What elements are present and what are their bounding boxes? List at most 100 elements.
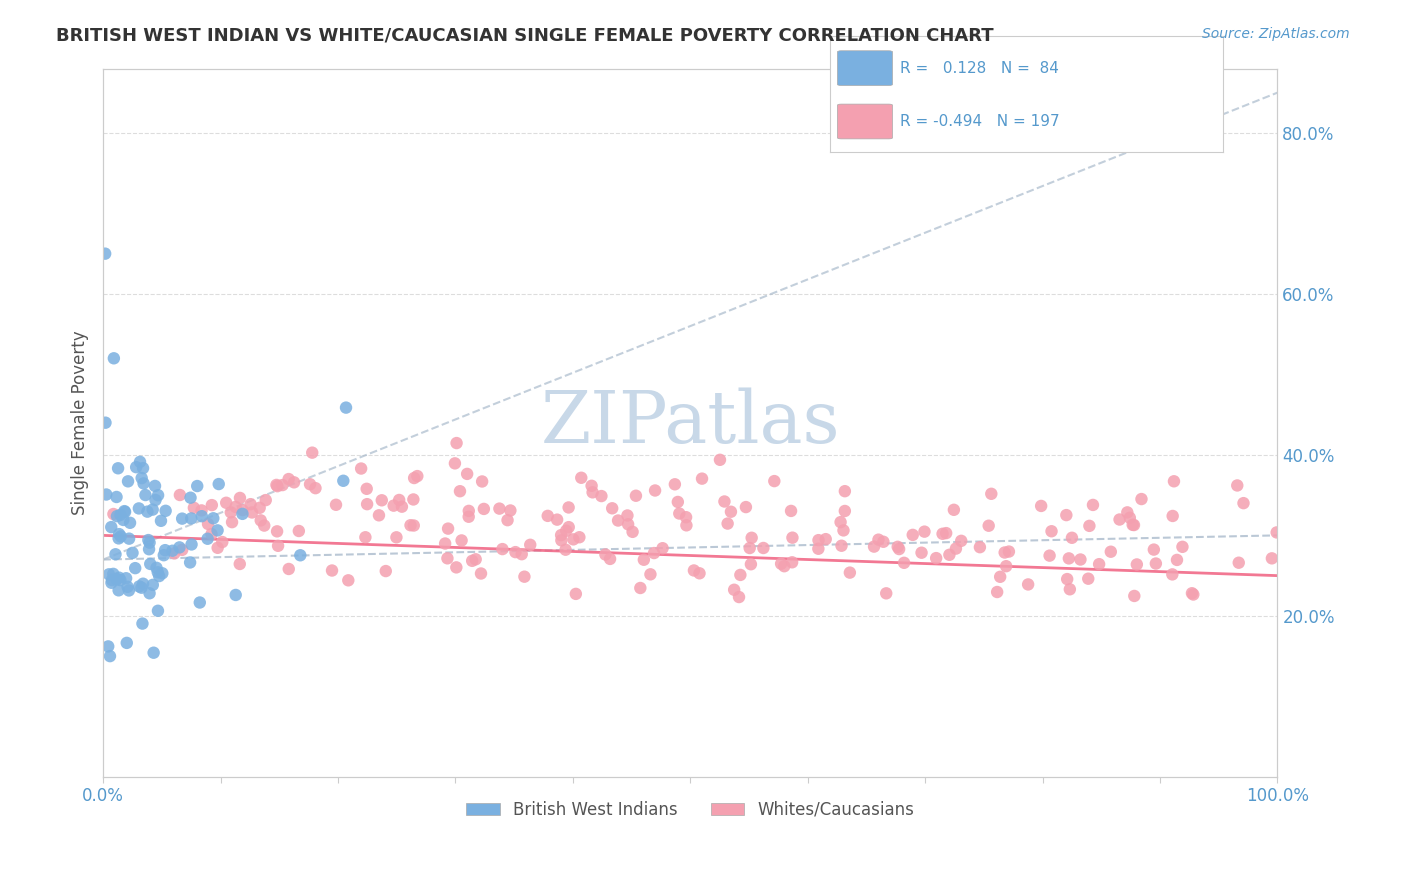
Point [211, 535, 233, 549]
Point [780, 504, 803, 518]
Point [436, 551, 458, 566]
Point [628, 581, 651, 595]
Point [143, 479, 166, 493]
Point [266, 524, 288, 539]
Point [863, 540, 886, 554]
Text: BRITISH WEST INDIAN VS WHITE/CAUCASIAN SINGLE FEMALE POVERTY CORRELATION CHART: BRITISH WEST INDIAN VS WHITE/CAUCASIAN S… [56, 27, 994, 45]
Point [225, 588, 247, 602]
Point [591, 489, 613, 503]
Point [290, 549, 312, 563]
Point [457, 509, 479, 524]
Point [215, 496, 238, 510]
Point [449, 484, 471, 499]
Point [108, 571, 131, 585]
Point [186, 479, 208, 493]
Point [110, 529, 132, 543]
Point [875, 586, 897, 600]
Point [134, 488, 156, 502]
Point [938, 548, 960, 562]
Point [128, 501, 150, 516]
Point [239, 497, 262, 511]
Point [651, 541, 673, 556]
Point [505, 545, 527, 559]
Point [1166, 553, 1188, 567]
Point [356, 482, 378, 496]
Point [183, 500, 205, 515]
Point [599, 552, 621, 566]
Point [807, 541, 830, 556]
Y-axis label: Single Female Poverty: Single Female Poverty [72, 330, 89, 515]
Point [110, 508, 132, 522]
Point [1116, 505, 1139, 519]
Point [471, 475, 494, 489]
Point [565, 587, 588, 601]
Point [1088, 557, 1111, 571]
Point [1143, 542, 1166, 557]
Point [950, 533, 973, 548]
Point [689, 566, 711, 581]
Point [723, 582, 745, 597]
Point [1163, 475, 1185, 489]
Point [914, 524, 936, 539]
Point [666, 495, 689, 509]
Point [142, 578, 165, 592]
Point [782, 531, 804, 545]
Point [1060, 531, 1083, 545]
Point [752, 541, 775, 555]
Point [382, 499, 405, 513]
Point [969, 540, 991, 554]
Point [832, 524, 855, 538]
Point [169, 488, 191, 502]
Point [149, 514, 172, 528]
Point [1227, 556, 1250, 570]
Point [371, 493, 394, 508]
Point [730, 568, 752, 582]
Point [717, 516, 740, 531]
Point [562, 533, 585, 547]
Point [131, 471, 153, 485]
Point [893, 556, 915, 570]
Point [101, 573, 124, 587]
FancyBboxPatch shape [838, 104, 893, 139]
Point [773, 559, 796, 574]
Point [146, 604, 169, 618]
Point [207, 541, 229, 555]
Point [513, 570, 536, 584]
Point [266, 479, 288, 493]
Point [568, 530, 591, 544]
Point [188, 595, 211, 609]
Point [872, 534, 894, 549]
Point [96, 487, 118, 501]
Point [138, 533, 160, 547]
Point [1123, 518, 1146, 533]
Point [1130, 491, 1153, 506]
Point [713, 494, 735, 508]
Point [354, 530, 377, 544]
Point [103, 507, 125, 521]
Point [838, 566, 860, 580]
Point [388, 493, 411, 508]
Point [1119, 510, 1142, 524]
Point [117, 475, 139, 489]
Point [180, 511, 202, 525]
Point [138, 586, 160, 600]
Point [138, 542, 160, 557]
Point [321, 564, 343, 578]
Point [1261, 551, 1284, 566]
Point [1226, 478, 1249, 492]
Point [616, 508, 638, 523]
Point [105, 509, 128, 524]
Point [831, 539, 853, 553]
Point [132, 476, 155, 491]
Point [1081, 498, 1104, 512]
Point [557, 500, 579, 515]
Point [115, 571, 138, 585]
Point [569, 471, 592, 485]
Point [664, 477, 686, 491]
Point [1265, 525, 1288, 540]
Text: ZIPatlas: ZIPatlas [540, 387, 839, 458]
Point [139, 557, 162, 571]
Point [169, 541, 191, 555]
Point [644, 483, 666, 498]
Point [675, 510, 697, 524]
